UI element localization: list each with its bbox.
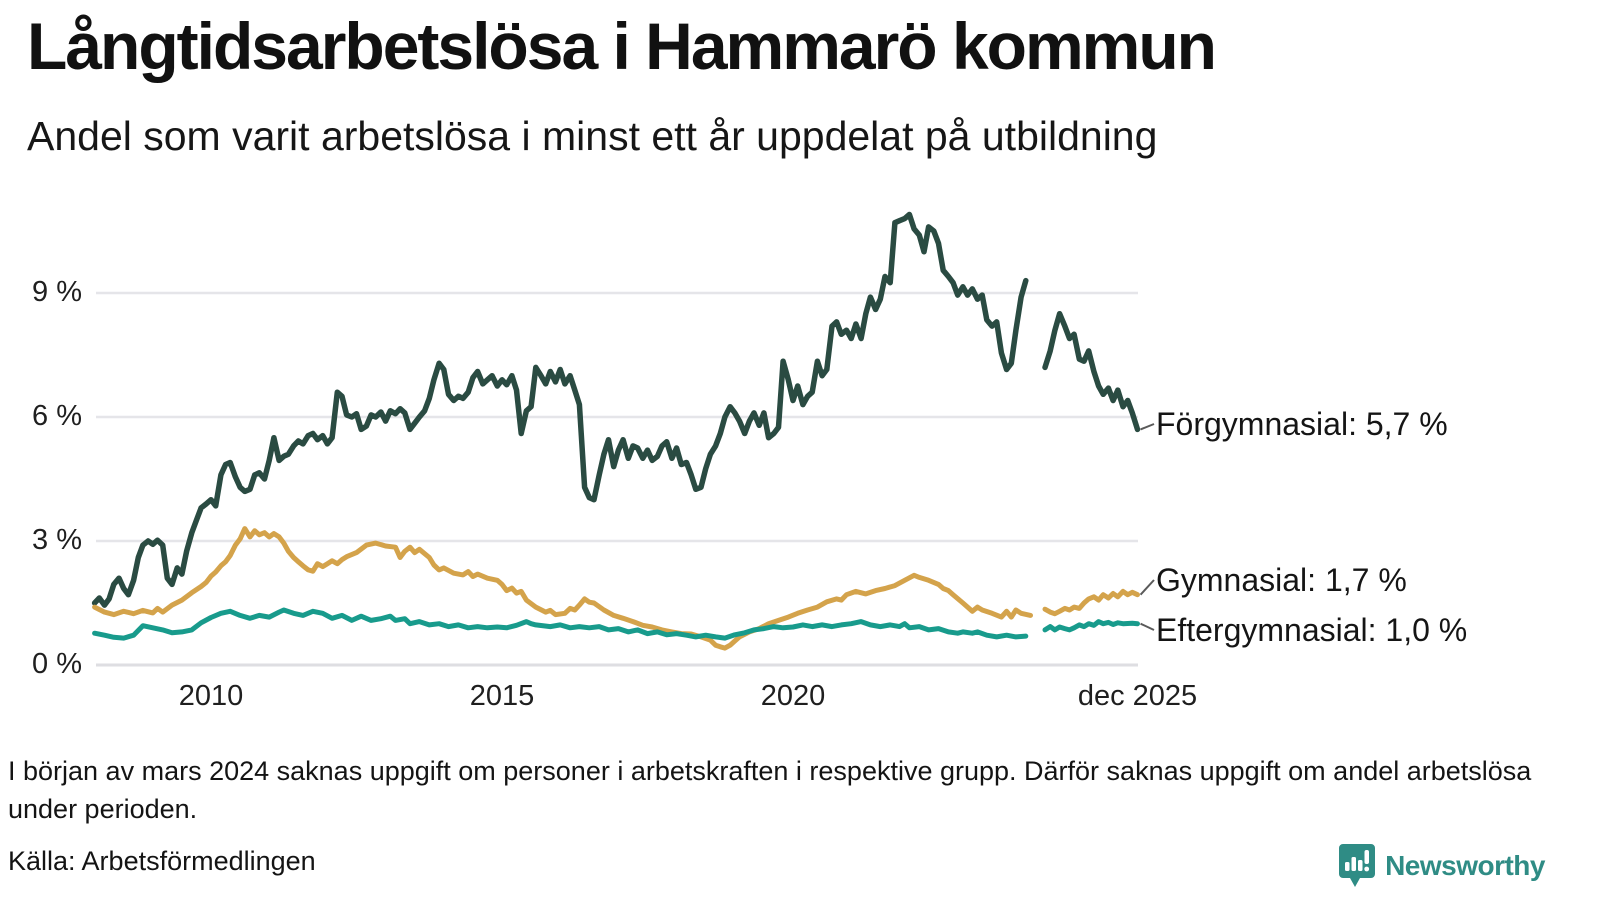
y-axis-tick-label: 0 % — [32, 648, 82, 680]
page-subtitle: Andel som varit arbetslösa i minst ett å… — [27, 113, 1158, 159]
label-connector-förgymnasial — [1140, 423, 1155, 431]
source-label: Källa: Arbetsförmedlingen — [8, 846, 316, 876]
series-line-gymnasial — [1042, 588, 1140, 617]
x-axis-tick-label: dec 2025 — [1077, 680, 1198, 712]
y-axis-tick-label: 3 % — [32, 524, 82, 556]
series-line-gymnasial — [92, 526, 1033, 651]
series-line-förgymnasial — [91, 211, 1029, 608]
series-line-eftergymnasial — [1042, 619, 1140, 633]
brand-name: Newsworthy — [1385, 850, 1545, 881]
page-title: Långtidsarbetslösa i Hammarö kommun — [27, 9, 1217, 83]
newsworthy-logo: Newsworthy — [1338, 843, 1545, 889]
series-end-label-förgymnasial: Förgymnasial: 5,7 % — [1156, 406, 1448, 442]
series-end-label-gymnasial: Gymnasial: 1,7 % — [1156, 562, 1407, 598]
series-end-label-eftergymnasial: Eftergymnasial: 1,0 % — [1156, 612, 1468, 648]
y-axis-tick-label: 9 % — [32, 276, 82, 308]
series-line-eftergymnasial — [92, 607, 1029, 641]
x-axis-tick-label: 2010 — [178, 680, 244, 712]
series-line-förgymnasial — [1042, 310, 1141, 433]
label-connector-eftergymnasial — [1140, 622, 1155, 631]
footnote: I början av mars 2024 saknas uppgift om … — [8, 756, 1532, 824]
x-axis-tick-label: 2020 — [760, 680, 826, 712]
label-connector-gymnasial — [1139, 579, 1155, 596]
bar-chart-marker-icon — [1339, 844, 1376, 887]
x-axis-tick-label: 2015 — [469, 680, 535, 712]
y-axis-tick-label: 6 % — [32, 400, 82, 432]
